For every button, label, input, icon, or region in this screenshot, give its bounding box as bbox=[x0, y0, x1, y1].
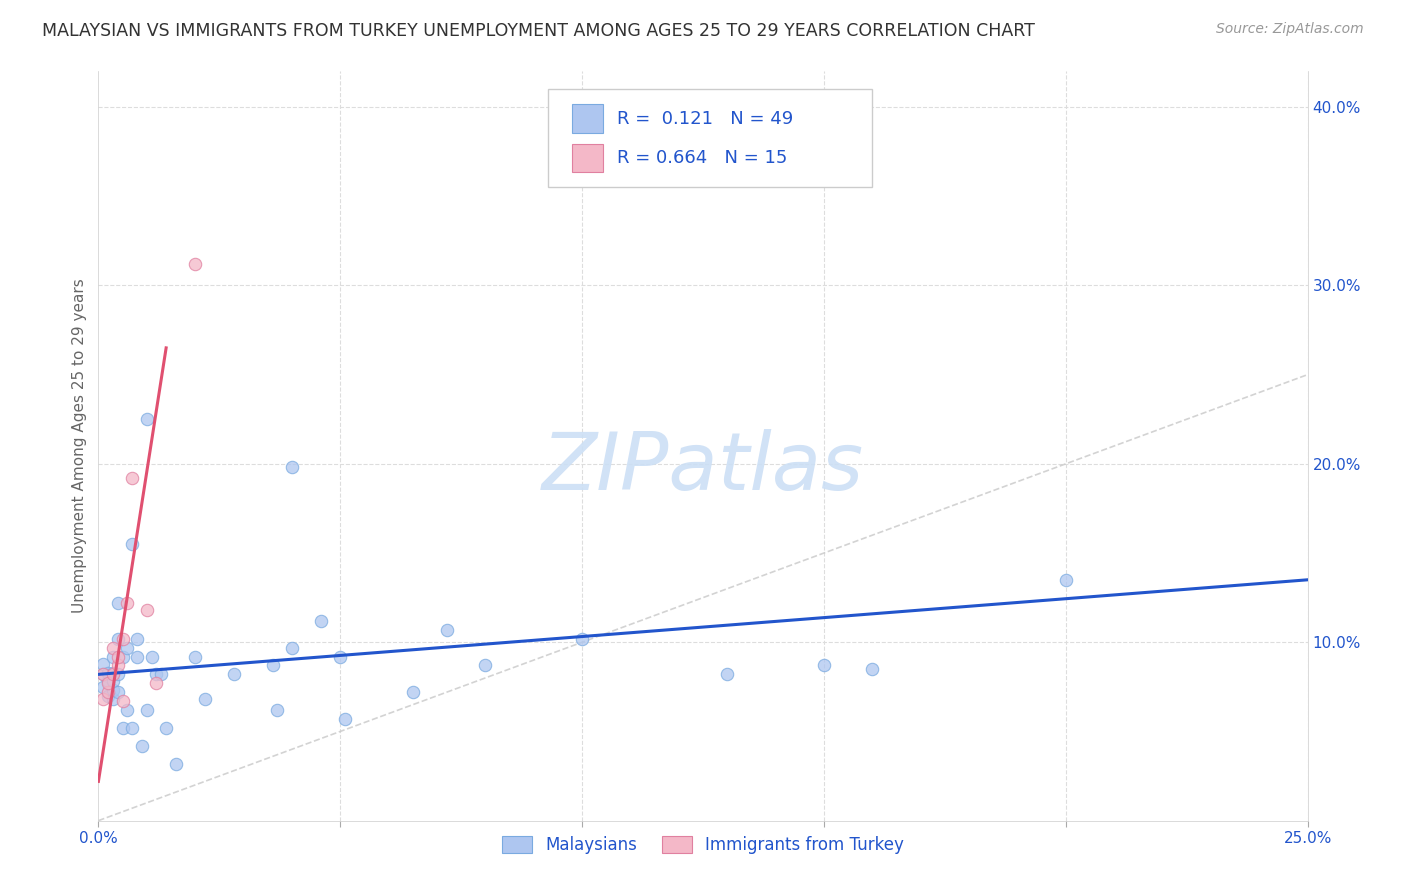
Point bbox=[111, 632, 134, 646]
Text: R =  0.121   N = 49: R = 0.121 N = 49 bbox=[617, 110, 793, 128]
Point bbox=[97, 665, 120, 680]
Text: MALAYSIAN VS IMMIGRANTS FROM TURKEY UNEMPLOYMENT AMONG AGES 25 TO 29 YEARS CORRE: MALAYSIAN VS IMMIGRANTS FROM TURKEY UNEM… bbox=[42, 22, 1035, 40]
Point bbox=[91, 680, 114, 694]
Point bbox=[860, 662, 883, 676]
Point bbox=[101, 649, 124, 664]
Point bbox=[107, 649, 129, 664]
Point bbox=[571, 632, 593, 646]
Point bbox=[474, 658, 496, 673]
Point bbox=[194, 692, 217, 706]
Point bbox=[101, 667, 124, 681]
Point bbox=[329, 649, 352, 664]
Point bbox=[127, 649, 149, 664]
Point bbox=[101, 665, 124, 680]
Point bbox=[309, 614, 332, 628]
Point bbox=[222, 667, 245, 681]
Y-axis label: Unemployment Among Ages 25 to 29 years: Unemployment Among Ages 25 to 29 years bbox=[72, 278, 87, 614]
Point bbox=[101, 692, 124, 706]
Point bbox=[184, 649, 207, 664]
Point bbox=[121, 471, 143, 485]
Point bbox=[97, 689, 120, 703]
Point bbox=[145, 667, 167, 681]
Point bbox=[131, 739, 153, 753]
Point bbox=[135, 603, 157, 617]
Point bbox=[117, 703, 139, 717]
Point bbox=[281, 640, 304, 655]
Point bbox=[145, 676, 167, 690]
Point bbox=[1054, 573, 1077, 587]
Point bbox=[436, 623, 458, 637]
Point bbox=[111, 721, 134, 735]
Point bbox=[155, 721, 177, 735]
Point bbox=[165, 756, 187, 771]
Point bbox=[333, 712, 356, 726]
Text: Source: ZipAtlas.com: Source: ZipAtlas.com bbox=[1216, 22, 1364, 37]
Point bbox=[266, 703, 288, 717]
Point bbox=[141, 649, 163, 664]
Point bbox=[101, 683, 124, 698]
Point bbox=[135, 412, 157, 426]
Point bbox=[97, 674, 120, 689]
Point bbox=[111, 649, 134, 664]
Point bbox=[91, 667, 114, 681]
Point bbox=[97, 685, 120, 699]
Point bbox=[107, 632, 129, 646]
Text: R = 0.664   N = 15: R = 0.664 N = 15 bbox=[617, 149, 787, 167]
Point bbox=[101, 640, 124, 655]
Point bbox=[281, 460, 304, 475]
Point bbox=[121, 537, 143, 551]
Legend: Malaysians, Immigrants from Turkey: Malaysians, Immigrants from Turkey bbox=[495, 830, 911, 861]
Point bbox=[101, 674, 124, 689]
Point bbox=[91, 692, 114, 706]
Point bbox=[184, 257, 207, 271]
Point bbox=[107, 596, 129, 610]
Point bbox=[402, 685, 425, 699]
Point bbox=[262, 658, 284, 673]
Point bbox=[813, 658, 835, 673]
Point bbox=[121, 721, 143, 735]
Point bbox=[127, 632, 149, 646]
Point bbox=[111, 694, 134, 708]
Point bbox=[135, 703, 157, 717]
Point bbox=[91, 667, 114, 681]
Point bbox=[107, 658, 129, 673]
Point bbox=[117, 640, 139, 655]
Point bbox=[107, 685, 129, 699]
Point bbox=[716, 667, 738, 681]
Point bbox=[91, 657, 114, 671]
Text: ZIPatlas: ZIPatlas bbox=[541, 429, 865, 508]
Point bbox=[97, 676, 120, 690]
Point bbox=[107, 667, 129, 681]
Point bbox=[117, 596, 139, 610]
Point bbox=[150, 667, 173, 681]
